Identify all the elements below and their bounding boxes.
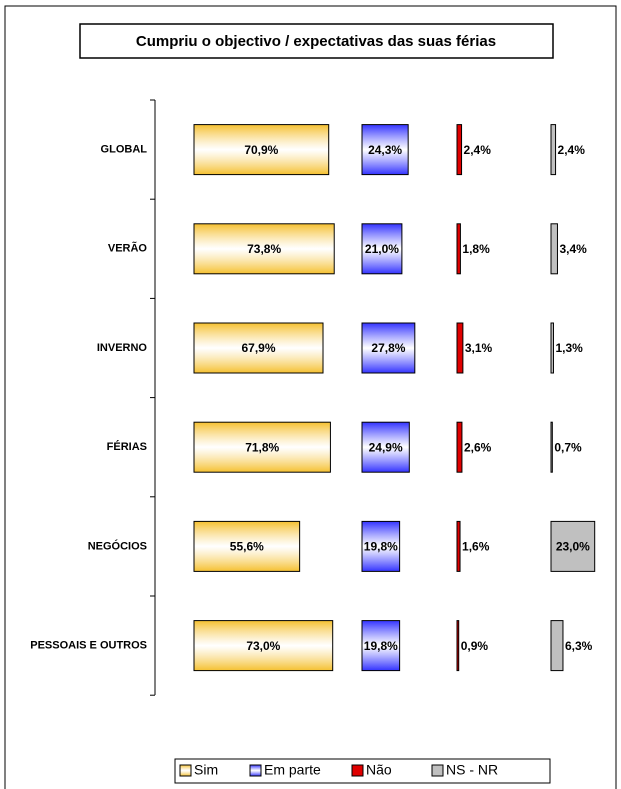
value-label: 2,4%	[558, 143, 586, 157]
y-tick-label: VERÃO	[108, 242, 148, 255]
bar	[361, 520, 401, 572]
y-tick-label: GLOBAL	[101, 144, 148, 156]
bar	[550, 223, 558, 275]
bar	[550, 620, 564, 672]
value-label: 23,0%	[556, 540, 590, 554]
bar	[550, 421, 553, 473]
chart-title: Cumpriu o objectivo / expectativas das s…	[136, 33, 496, 50]
value-label: 55,6%	[230, 540, 264, 554]
legend-label: Sim	[194, 762, 218, 778]
y-tick-label: INVERNO	[97, 342, 148, 354]
value-label: 1,3%	[555, 341, 583, 355]
value-label: 24,9%	[369, 440, 403, 454]
legend-swatch	[249, 764, 262, 777]
bar	[456, 124, 463, 176]
y-tick-label: FÉRIAS	[107, 440, 147, 453]
value-label: 1,8%	[462, 242, 490, 256]
bar	[193, 124, 330, 176]
legend-swatch	[431, 764, 444, 777]
value-label: 2,6%	[464, 440, 492, 454]
value-label: 67,9%	[241, 341, 275, 355]
bar	[361, 620, 401, 672]
bar	[193, 520, 301, 572]
value-label: 19,8%	[364, 639, 398, 653]
bar	[550, 124, 557, 176]
value-label: 0,9%	[461, 639, 489, 653]
bar	[193, 620, 334, 672]
legend-swatch	[179, 764, 192, 777]
value-label: 3,4%	[559, 242, 587, 256]
legend-label: NS - NR	[446, 762, 498, 778]
bar	[361, 322, 416, 374]
value-label: 27,8%	[371, 341, 405, 355]
value-label: 1,6%	[462, 540, 490, 554]
value-label: 0,7%	[554, 440, 582, 454]
bar	[361, 124, 409, 176]
bar	[193, 421, 331, 473]
bar	[456, 421, 463, 473]
value-label: 71,8%	[245, 440, 279, 454]
value-label: 73,0%	[246, 639, 280, 653]
bar	[456, 322, 464, 374]
value-label: 6,3%	[565, 639, 593, 653]
y-tick-label: PESSOAIS E OUTROS	[30, 640, 147, 652]
value-label: 21,0%	[365, 242, 399, 256]
bar	[361, 223, 403, 275]
bar	[456, 620, 460, 672]
value-label: 3,1%	[465, 341, 493, 355]
value-label: 24,3%	[368, 143, 402, 157]
bar	[550, 322, 554, 374]
legend-label: Não	[366, 762, 392, 778]
bar	[193, 223, 335, 275]
bar	[361, 421, 410, 473]
value-label: 70,9%	[244, 143, 278, 157]
legend-swatch	[351, 764, 364, 777]
bar	[456, 520, 461, 572]
legend-label: Em parte	[264, 762, 321, 778]
frame	[4, 5, 617, 789]
bar	[550, 520, 596, 572]
title-box	[79, 23, 554, 59]
bar	[193, 322, 324, 374]
value-label: 2,4%	[464, 143, 492, 157]
value-label: 73,8%	[247, 242, 281, 256]
value-label: 19,8%	[364, 540, 398, 554]
y-tick-label: NEGÓCIOS	[88, 539, 147, 552]
bar	[456, 223, 461, 275]
